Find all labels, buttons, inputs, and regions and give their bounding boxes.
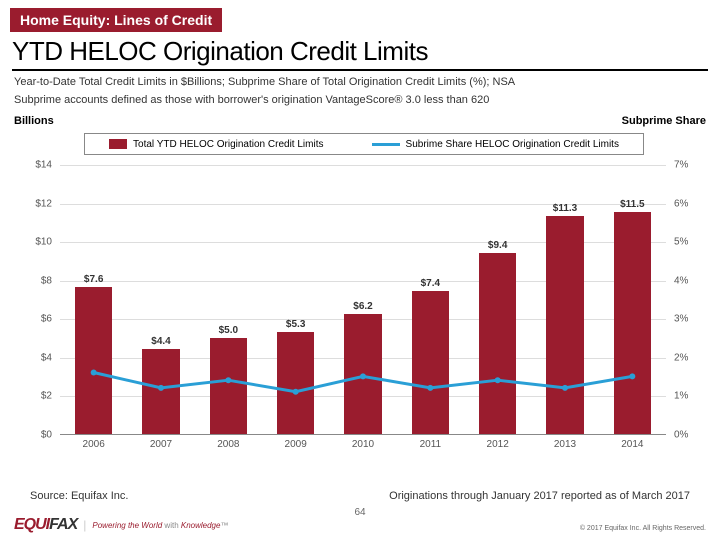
legend-bar-label: Total YTD HELOC Origination Credit Limit… [133, 139, 323, 150]
x-tick: 2011 [420, 439, 442, 450]
copyright: © 2017 Equifax Inc. All Rights Reserved. [580, 525, 706, 532]
y-right-tick: 4% [674, 275, 688, 286]
y-left-tick: $0 [41, 430, 52, 441]
page-title: YTD HELOC Origination Credit Limits [12, 36, 708, 71]
y-right-tick: 6% [674, 198, 688, 209]
chart: Billions Subprime Share Total YTD HELOC … [14, 115, 706, 465]
x-tick: 2013 [554, 439, 576, 450]
x-tick: 2006 [83, 439, 105, 450]
line-series [60, 165, 666, 434]
x-tick: 2009 [285, 439, 307, 450]
orig-note: Originations through January 2017 report… [389, 490, 690, 502]
section-tag: Home Equity: Lines of Credit [10, 8, 222, 32]
footer: Source: Equifax Inc. Originations throug… [0, 484, 720, 540]
y-right-tick: 2% [674, 352, 688, 363]
legend: Total YTD HELOC Origination Credit Limit… [84, 133, 644, 155]
x-tick: 2012 [487, 439, 509, 450]
y-left-tick: $2 [41, 391, 52, 402]
brand: EQUIFAX | Powering the World with Knowle… [14, 516, 228, 534]
equifax-logo: EQUIFAX [14, 516, 77, 534]
y-left-tick: $4 [41, 352, 52, 363]
bar-swatch-icon [109, 139, 127, 149]
y-left-tick: $8 [41, 275, 52, 286]
legend-bar: Total YTD HELOC Origination Credit Limit… [109, 139, 323, 150]
divider: | [83, 518, 86, 532]
x-tick: 2008 [217, 439, 239, 450]
line-swatch-icon [372, 143, 400, 146]
subtitle-line1: Year-to-Date Total Credit Limits in $Bil… [14, 75, 706, 89]
y-right-tick: 1% [674, 391, 688, 402]
page-number: 64 [354, 507, 365, 518]
y-right-tick: 7% [674, 160, 688, 171]
y-left-tick: $10 [35, 237, 52, 248]
legend-line-label: Subrime Share HELOC Origination Credit L… [406, 139, 619, 150]
y-right-tick: 0% [674, 430, 688, 441]
legend-line: Subrime Share HELOC Origination Credit L… [372, 139, 619, 150]
x-tick: 2014 [621, 439, 643, 450]
plot-area: $0$2$4$6$8$10$12$140%1%2%3%4%5%6%7%$7.62… [60, 165, 666, 435]
y-left-tick: $6 [41, 314, 52, 325]
subtitle-line2: Subprime accounts defined as those with … [14, 93, 706, 107]
y-right-tick: 5% [674, 237, 688, 248]
right-axis-title: Subprime Share [622, 115, 706, 127]
tagline: Powering the World with Knowledge™ [92, 521, 228, 530]
y-right-tick: 3% [674, 314, 688, 325]
x-tick: 2007 [150, 439, 172, 450]
y-left-tick: $12 [35, 198, 52, 209]
source-text: Source: Equifax Inc. [30, 490, 128, 502]
y-left-tick: $14 [35, 160, 52, 171]
x-tick: 2010 [352, 439, 374, 450]
left-axis-title: Billions [14, 115, 54, 127]
